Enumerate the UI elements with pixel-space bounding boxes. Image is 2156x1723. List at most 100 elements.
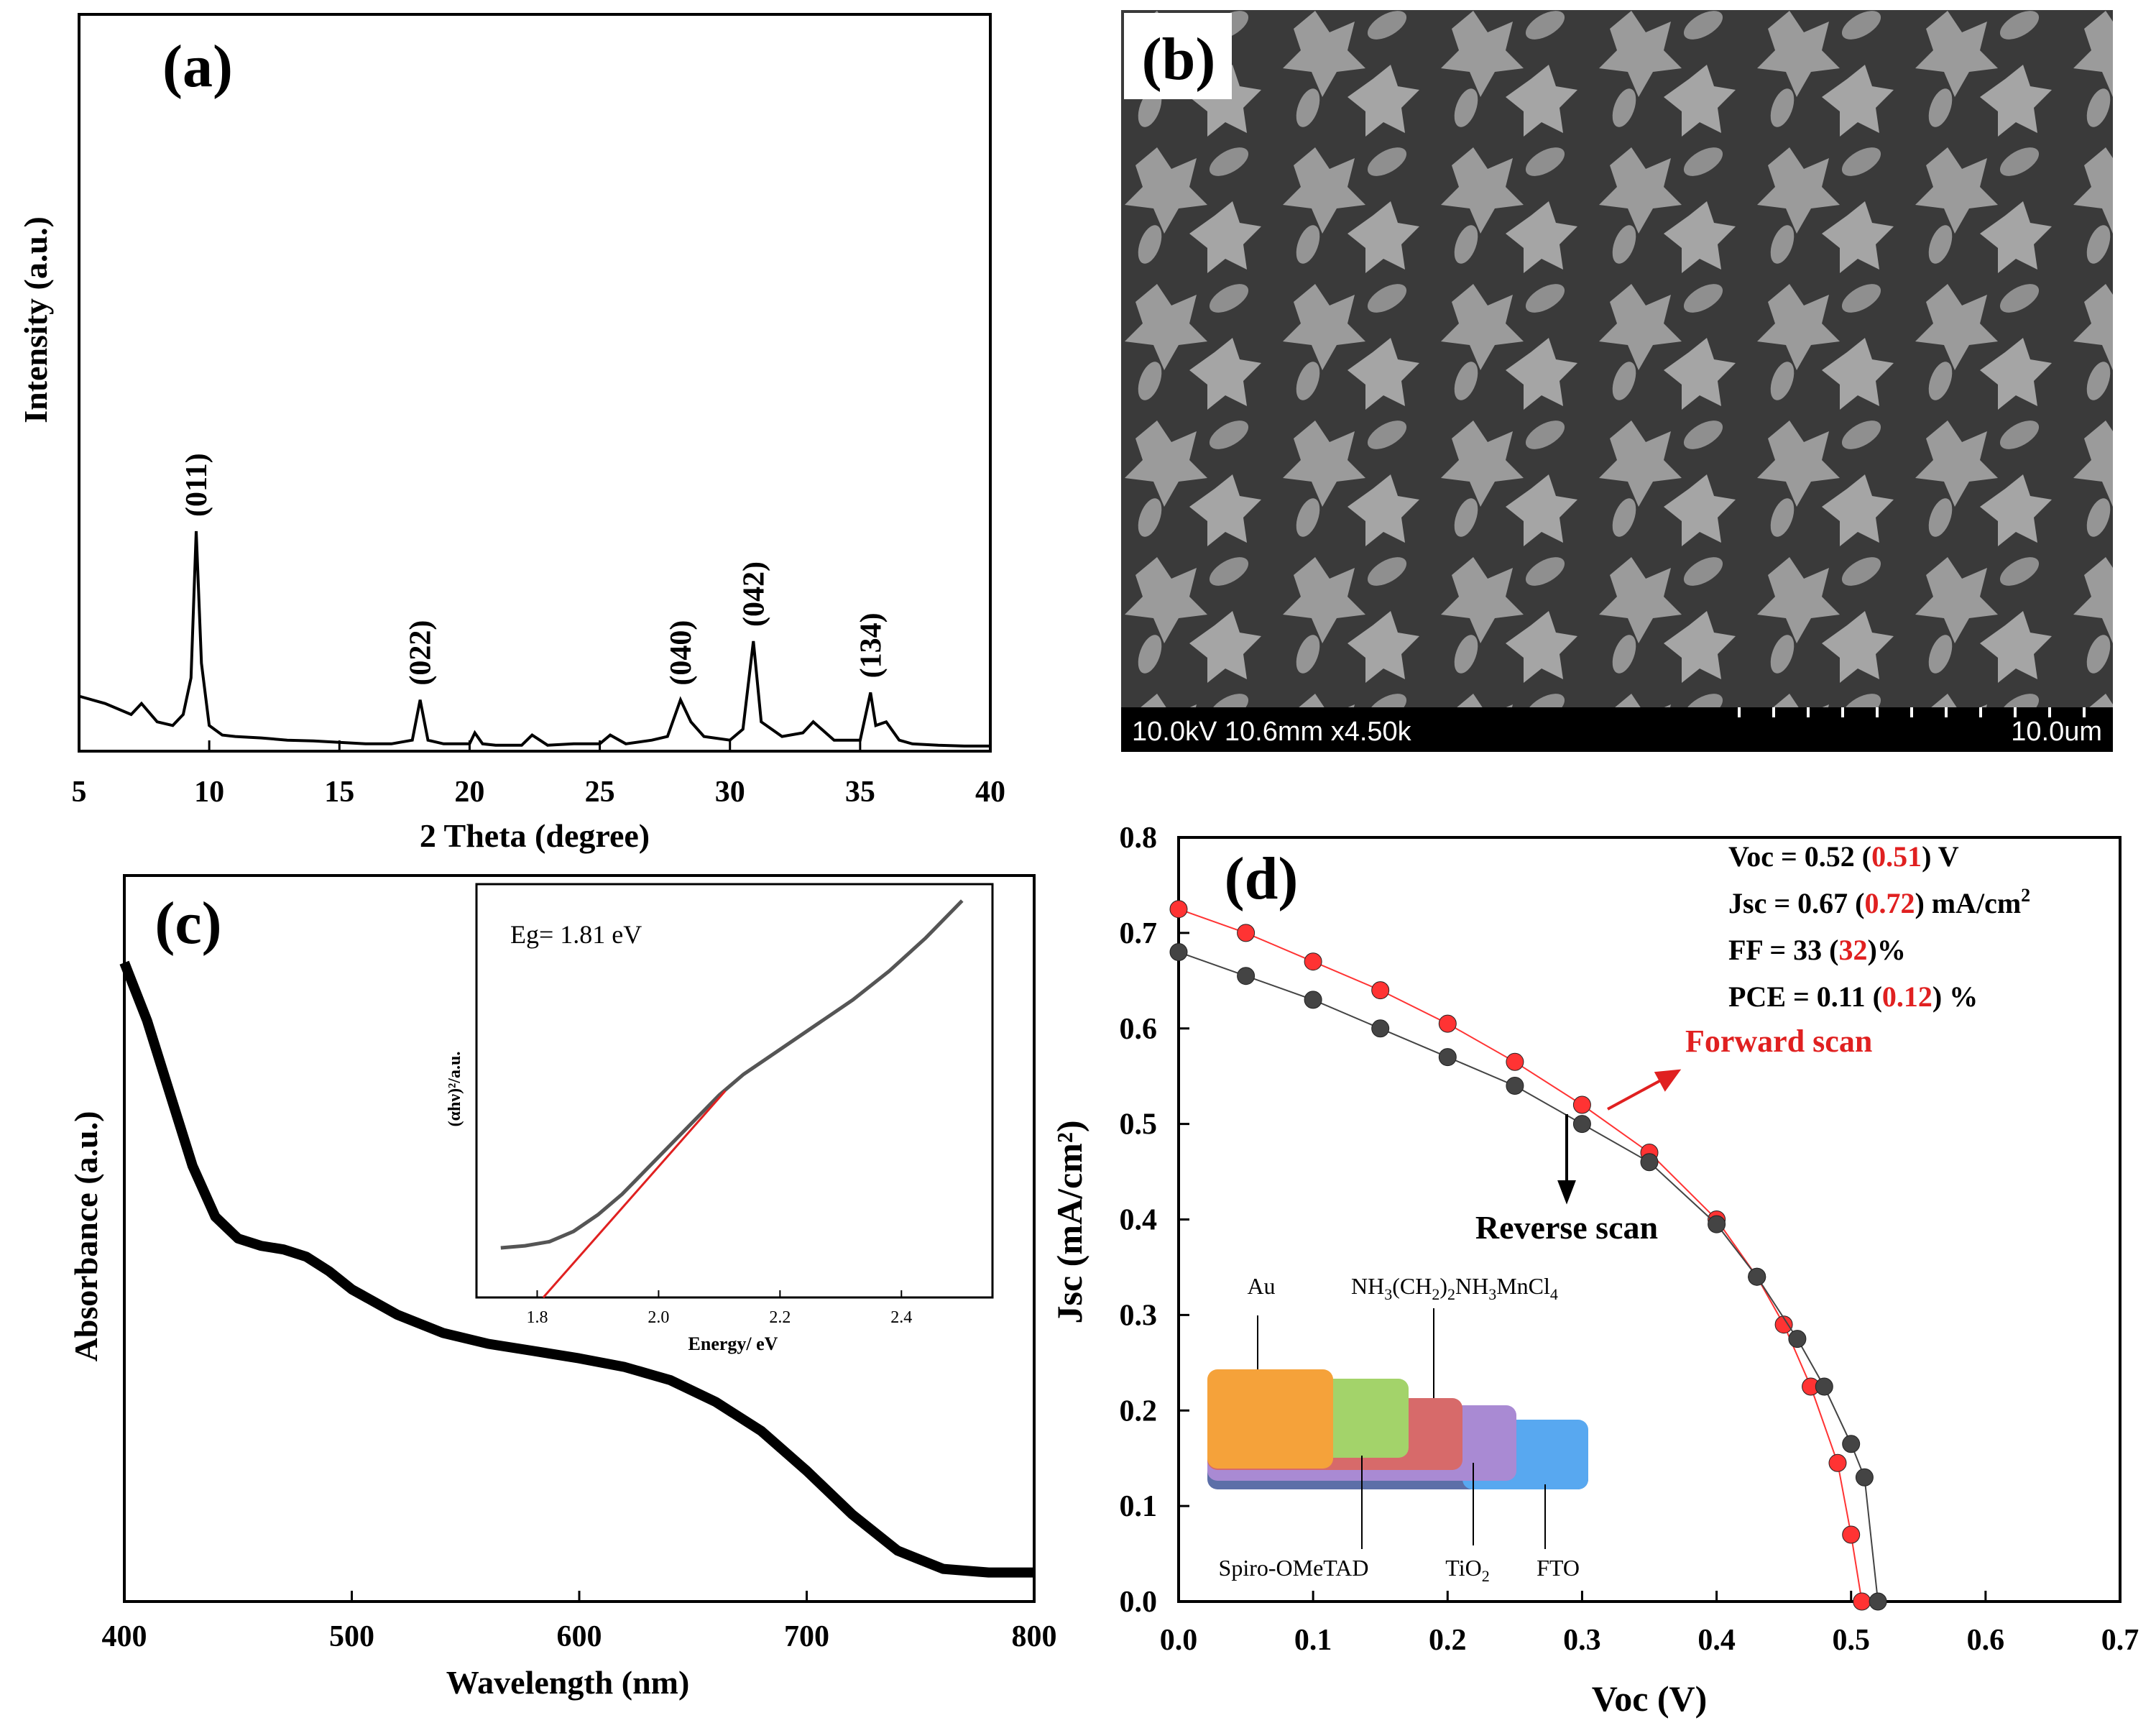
forward-scan-point (1828, 1453, 1847, 1472)
panel-label-a: (a) (162, 33, 233, 100)
peak-labels: (011) (022) (040) (042) (134) (180, 453, 888, 685)
inset-tick-label-0: 1.8 (526, 1308, 548, 1327)
reverse-scan-point (1304, 991, 1322, 1009)
x-tick-label-a-7: 40 (975, 776, 1005, 809)
pv-s3: 2 (1447, 1285, 1455, 1303)
y-axis-label-c: Absorbance (a.u.) (68, 1111, 104, 1362)
metrics-block: Voc = 0.52 (0.51) V Jsc = 0.67 (0.72) mA… (1728, 840, 2030, 1013)
forward-scan-point (1304, 952, 1322, 971)
x-tick-label-c-0: 400 (102, 1620, 147, 1653)
y-tick-label-d-2: 0.2 (1120, 1395, 1158, 1428)
tauc-series (500, 899, 964, 1298)
inset-tick-label-3: 2.4 (890, 1308, 912, 1327)
sem-caption-left: 10.0kV 10.6mm x4.50k (1132, 717, 1412, 747)
axis-ticks-d: 0.0 0.1 0.2 0.3 0.4 0.5 0.6 0.7 0.0 0.1 0.2 0.3 0.4 0… (1120, 822, 2139, 1657)
jsc-suffix: ) mA/cm (1915, 887, 2021, 919)
pv-s2: 2 (1432, 1285, 1439, 1303)
ff-suffix: )% (1868, 934, 1906, 966)
x-tick-label-d-0: 0.0 (1160, 1624, 1198, 1657)
tio2-a: TiO (1445, 1555, 1481, 1581)
pv-s1: 3 (1384, 1285, 1392, 1303)
x-tick-label-a-1: 10 (194, 776, 224, 809)
reverse-scan-point (1708, 1215, 1726, 1233)
voc-red: 0.51 (1871, 840, 1922, 873)
reverse-scan-point (1237, 967, 1256, 985)
voc-prefix: Voc = 0.52 ( (1728, 840, 1871, 873)
reverse-scan-point (1842, 1435, 1861, 1453)
fto-label: FTO (1537, 1555, 1580, 1581)
forward-scan-point (1842, 1525, 1861, 1544)
inset-y-label: (αhν)²/a.u. (446, 1052, 464, 1127)
x-tick-label-d-1: 0.1 (1294, 1624, 1332, 1657)
y-axis-label-a: Intensity (a.u.) (17, 216, 54, 423)
layer-au (1207, 1369, 1333, 1469)
inset-ticks: 1.8 2.0 2.2 2.4 (526, 1290, 912, 1327)
jsc-metric: Jsc = 0.67 (0.72) mA/cm2 (1728, 885, 2030, 919)
x-ticks-c: 400 500 600 700 800 (102, 1591, 1057, 1653)
peak-label-1: (022) (405, 620, 438, 686)
forward-scan-point (1853, 1592, 1871, 1611)
inset-tick-label-2: 2.2 (769, 1308, 791, 1327)
pv-s5: 4 (1550, 1285, 1558, 1303)
ff-metric: FF = 33 (32)% (1728, 934, 1906, 966)
reverse-scan-point (1748, 1267, 1766, 1286)
x-tick-label-a-5: 30 (715, 776, 745, 809)
peak-label-0: (011) (180, 453, 213, 517)
y-tick-label-d-6: 0.6 (1120, 1013, 1158, 1046)
reverse-scan-point (1572, 1115, 1591, 1134)
panel-label-d: (d) (1225, 845, 1299, 912)
reverse-scan-arrow (1557, 1114, 1576, 1205)
reverse-scan-point (1788, 1330, 1807, 1348)
x-tick-label-a-4: 25 (585, 776, 615, 809)
absorbance-series (119, 960, 1034, 1578)
reverse-scan-point (1855, 1468, 1874, 1487)
xrd-series (78, 530, 990, 748)
jv-series (1169, 900, 1887, 1611)
plot-frame-a (78, 13, 992, 753)
x-tick-label-a-3: 20 (454, 776, 484, 809)
x-axis-label-c: Wavelength (nm) (446, 1664, 690, 1701)
tio2-label: TiO2 (1445, 1555, 1489, 1585)
x-tick-label-c-4: 800 (1012, 1620, 1057, 1653)
forward-scan-point (1506, 1052, 1524, 1071)
pce-red: 0.12 (1882, 980, 1932, 1013)
voc-metric: Voc = 0.52 (0.51) V (1728, 840, 1959, 873)
forward-scan-point (1371, 981, 1390, 1000)
y-tick-label-d-5: 0.5 (1120, 1108, 1158, 1141)
pce-suffix: ) % (1932, 980, 1978, 1013)
y-tick-label-d-8: 0.8 (1120, 822, 1158, 855)
panel-label-c: (c) (155, 890, 221, 957)
x-ticks-a: 5 10 15 20 25 30 35 40 (72, 740, 1005, 809)
x-tick-label-c-1: 500 (329, 1620, 374, 1653)
tauc-inset: Eg= 1.81 eV Energy/ eV (αhν)²/a.u. 1.8 2.… (446, 883, 994, 1354)
inset-x-label: Energy/ eV (688, 1333, 778, 1354)
pv-b: (CH (1392, 1273, 1432, 1299)
absorbance-line (119, 960, 1034, 1578)
inset-tick-label-1: 2.0 (648, 1308, 669, 1327)
voc-suffix: ) V (1922, 840, 1959, 873)
y-tick-label-d-3: 0.3 (1120, 1299, 1158, 1332)
forward-scan-point (1572, 1095, 1591, 1114)
ff-prefix: FF = 33 ( (1728, 934, 1839, 966)
x-tick-label-c-2: 600 (557, 1620, 602, 1653)
forward-scan-arrow (1607, 1069, 1682, 1111)
xrd-line (78, 530, 990, 748)
panel-label-b-box (1124, 13, 1232, 99)
ff-red: 32 (1839, 934, 1868, 966)
x-axis-label-a: 2 Theta (degree) (420, 817, 650, 854)
forward-scan-point (1774, 1315, 1793, 1334)
x-tick-label-d-6: 0.6 (1967, 1624, 2005, 1657)
forward-scan-line (1178, 908, 1863, 1602)
sem-micrograph (1121, 10, 2113, 707)
x-tick-label-d-3: 0.3 (1563, 1624, 1601, 1657)
au-label: Au (1247, 1273, 1275, 1299)
jsc-prefix: Jsc = 0.67 ( (1728, 887, 1864, 919)
y-axis-label-d: Jsc (mA/cm²) (1049, 1121, 1089, 1324)
device-stack: Au NH3(CH2)2NH3MnCl4 Spiro-OMeTAD TiO2 F… (1207, 1273, 1588, 1585)
x-tick-label-a-0: 5 (72, 776, 87, 809)
panel-label-b: (b) (1142, 26, 1216, 93)
panel-a-xrd-chart: (a) Intensity (a.u.) 2 Theta (degree) 5 1… (17, 13, 1005, 854)
x-tick-label-d-5: 0.5 (1832, 1624, 1870, 1657)
peak-label-4: (134) (854, 612, 888, 678)
